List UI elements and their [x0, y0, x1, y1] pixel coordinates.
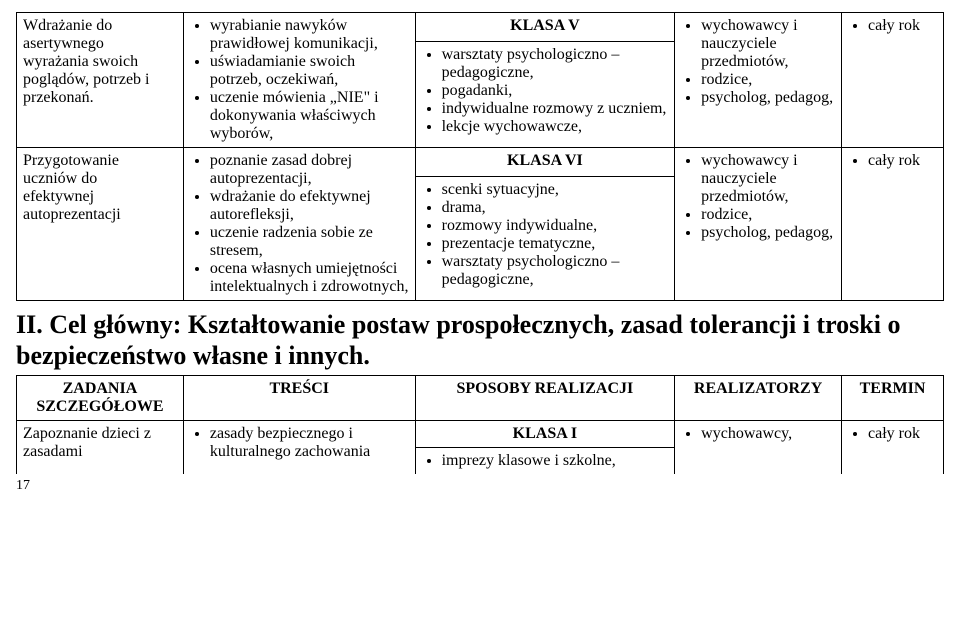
- list-item: uświadamianie swoich potrzeb, oczekiwań,: [210, 53, 409, 89]
- list-item: scenki sytuacyjne,: [442, 181, 669, 199]
- text-line: zasadami: [23, 443, 83, 460]
- header-realizatorzy: REALIZATORZY: [675, 376, 842, 421]
- cell-sposoby-2: scenki sytuacyjne, drama, rozmowy indywi…: [415, 176, 675, 300]
- cell-realizatorzy-3: wychowawcy,: [675, 421, 842, 475]
- page-number: 17: [16, 478, 944, 494]
- list-item: rodzice,: [701, 71, 835, 89]
- text-line: poglądów, potrzeb i: [23, 71, 149, 88]
- table-klasa-v-vi: Wdrażanie do asertywnego wyrażania swoic…: [16, 12, 944, 301]
- list-item: pogadanki,: [442, 82, 669, 100]
- text-line: Przygotowanie: [23, 152, 119, 169]
- header-termin: TERMIN: [842, 376, 944, 421]
- cell-realizatorzy-2: wychowawcy i nauczyciele przedmiotów, ro…: [675, 148, 842, 301]
- cell-tresci-3: zasady bezpiecznego i kulturalnego zacho…: [183, 421, 415, 475]
- list-item: warsztaty psychologiczno – pedagogiczne,: [442, 46, 669, 82]
- list-item: imprezy klasowe i szkolne,: [442, 452, 669, 470]
- cell-termin-2: cały rok: [842, 148, 944, 301]
- list-item: wychowawcy i nauczyciele przedmiotów,: [701, 152, 835, 206]
- klasa-i-header: KLASA I: [415, 421, 675, 448]
- list-item: zasady bezpiecznego i kulturalnego zacho…: [210, 425, 409, 461]
- klasa-vi-header: KLASA VI: [415, 148, 675, 177]
- list-item: rodzice,: [701, 206, 835, 224]
- list-item: cały rok: [868, 17, 937, 35]
- list-item: warsztaty psychologiczno – pedagogiczne,: [442, 253, 669, 289]
- list-item: indywidualne rozmowy z uczniem,: [442, 100, 669, 118]
- list-item: wyrabianie nawyków prawidłowej komunikac…: [210, 17, 409, 53]
- cell-realizatorzy-1: wychowawcy i nauczyciele przedmiotów, ro…: [675, 13, 842, 148]
- text-line: Zapoznanie dzieci z: [23, 425, 151, 442]
- text-line: asertywnego: [23, 35, 104, 52]
- list-item: ocena własnych umiejętności intelektualn…: [210, 260, 409, 296]
- cell-wdrazanie: Wdrażanie do asertywnego wyrażania swoic…: [17, 13, 184, 148]
- list-item: psycholog, pedagog,: [701, 224, 835, 242]
- list-item: rozmowy indywidualne,: [442, 217, 669, 235]
- klasa-v-header: KLASA V: [415, 13, 675, 42]
- list-item: uczenie mówienia „NIE" i dokonywania wła…: [210, 89, 409, 143]
- cell-tresci-2: poznanie zasad dobrej autoprezentacji, w…: [183, 148, 415, 301]
- list-item: wdrażanie do efektywnej autorefleksji,: [210, 188, 409, 224]
- list-item: wychowawcy i nauczyciele przedmiotów,: [701, 17, 835, 71]
- cell-sposoby-1: warsztaty psychologiczno – pedagogiczne,…: [415, 41, 675, 147]
- cell-zapoznanie: Zapoznanie dzieci z zasadami: [17, 421, 184, 475]
- text-line: wyrażania swoich: [23, 53, 138, 70]
- header-tresci: TREŚCI: [183, 376, 415, 421]
- list-item: cały rok: [868, 152, 937, 170]
- text-line: Wdrażanie do: [23, 17, 112, 34]
- text-line: autoprezentacji: [23, 206, 121, 223]
- cell-termin-3: cały rok: [842, 421, 944, 475]
- list-item: uczenie radzenia sobie ze stresem,: [210, 224, 409, 260]
- text-line: przekonań.: [23, 89, 94, 106]
- list-item: lekcje wychowawcze,: [442, 118, 669, 136]
- list-item: drama,: [442, 199, 669, 217]
- cell-termin-1: cały rok: [842, 13, 944, 148]
- section-heading: II. Cel główny: Kształtowanie postaw pro…: [16, 309, 944, 371]
- list-item: wychowawcy,: [701, 425, 835, 443]
- header-sposoby: SPOSOBY REALIZACJI: [415, 376, 675, 421]
- list-item: psycholog, pedagog,: [701, 89, 835, 107]
- text-line: efektywnej: [23, 188, 94, 205]
- table-klasa-i: ZADANIA SZCZEGÓŁOWE TREŚCI SPOSOBY REALI…: [16, 375, 944, 474]
- header-zadania: ZADANIA SZCZEGÓŁOWE: [17, 376, 184, 421]
- cell-tresci-1: wyrabianie nawyków prawidłowej komunikac…: [183, 13, 415, 148]
- cell-przygotowanie: Przygotowanie uczniów do efektywnej auto…: [17, 148, 184, 301]
- list-item: prezentacje tematyczne,: [442, 235, 669, 253]
- list-item: poznanie zasad dobrej autoprezentacji,: [210, 152, 409, 188]
- cell-sposoby-3: imprezy klasowe i szkolne,: [415, 448, 675, 475]
- list-item: cały rok: [868, 425, 937, 443]
- text-line: uczniów do: [23, 170, 97, 187]
